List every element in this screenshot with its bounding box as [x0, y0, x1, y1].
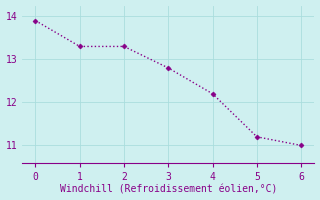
- X-axis label: Windchill (Refroidissement éolien,°C): Windchill (Refroidissement éolien,°C): [60, 184, 277, 194]
